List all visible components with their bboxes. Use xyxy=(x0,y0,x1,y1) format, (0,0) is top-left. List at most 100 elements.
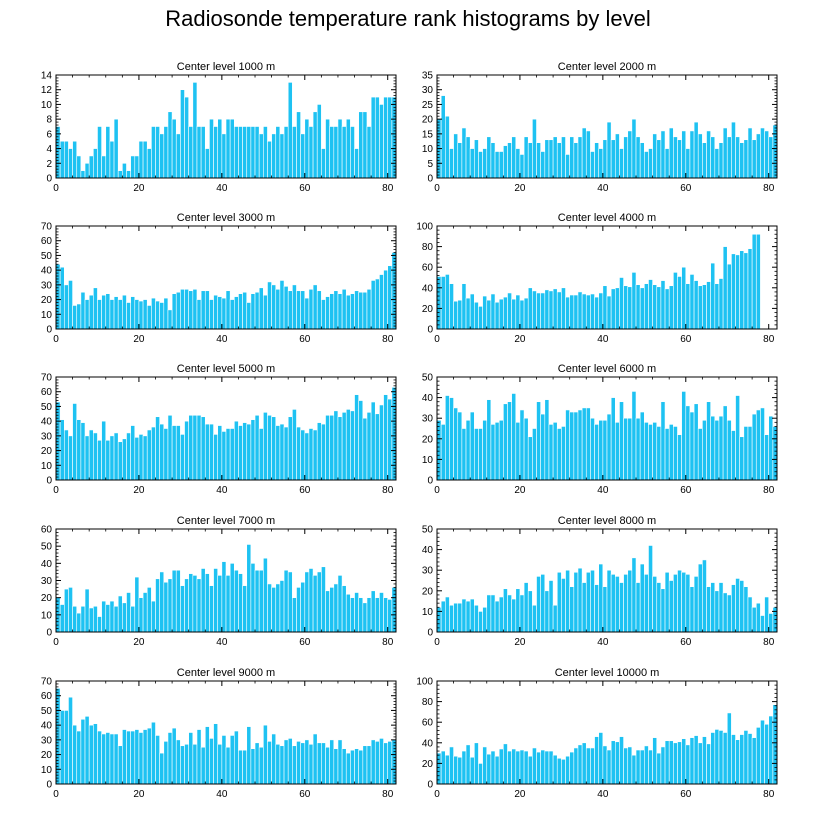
bar xyxy=(702,559,707,633)
bar xyxy=(292,597,297,633)
bar xyxy=(263,412,268,481)
bar xyxy=(292,126,297,179)
bar xyxy=(552,604,558,633)
bar xyxy=(548,580,554,633)
bar xyxy=(768,613,774,633)
bar xyxy=(764,723,770,785)
bar xyxy=(668,127,674,179)
bar xyxy=(196,299,202,330)
bar xyxy=(155,300,160,330)
bar xyxy=(482,606,488,633)
bar xyxy=(482,746,488,785)
bar xyxy=(159,752,165,785)
panel-2: Center level 2000 m 0 20 40 60 80 0 5 10 15 20 25 30… xyxy=(422,61,778,194)
bar xyxy=(561,136,566,179)
bar xyxy=(271,733,277,785)
bar xyxy=(213,568,219,633)
bar xyxy=(731,584,736,633)
bar xyxy=(685,744,691,785)
bar xyxy=(258,569,264,633)
bar xyxy=(321,148,326,179)
bar xyxy=(204,726,210,785)
bar xyxy=(577,744,583,785)
bar xyxy=(105,732,111,785)
bar xyxy=(72,724,78,785)
bar xyxy=(726,136,732,179)
bar xyxy=(606,569,612,633)
bar xyxy=(341,288,347,330)
bar xyxy=(623,747,629,785)
bar xyxy=(267,414,272,481)
bar xyxy=(126,432,131,481)
bar xyxy=(350,293,355,330)
bar xyxy=(635,749,641,785)
bar xyxy=(287,571,293,633)
bar xyxy=(93,723,98,785)
y-tick-label: 0 xyxy=(46,780,52,791)
x-tick-label: 0 xyxy=(53,485,59,496)
bar xyxy=(668,424,674,481)
bar xyxy=(598,419,604,481)
bar xyxy=(358,291,364,330)
y-tick-label: 80 xyxy=(422,242,434,253)
bar xyxy=(731,121,736,179)
bar xyxy=(644,745,649,785)
bar xyxy=(366,597,372,633)
x-tick-label: 0 xyxy=(434,789,440,800)
bar xyxy=(619,148,624,179)
bar xyxy=(238,425,243,481)
y-tick-label: 50 xyxy=(41,706,53,717)
y-tick-label: 50 xyxy=(41,251,53,262)
bar xyxy=(739,250,745,330)
bar xyxy=(498,419,504,481)
bar xyxy=(610,288,616,330)
bar xyxy=(739,580,745,633)
bar xyxy=(258,746,264,785)
bar xyxy=(213,723,219,785)
bar xyxy=(490,293,496,330)
panel-title: Center level 9000 m xyxy=(177,667,275,679)
bar xyxy=(498,748,504,785)
bar xyxy=(233,569,239,633)
bar xyxy=(97,730,102,785)
bar xyxy=(308,568,314,633)
bar xyxy=(275,288,281,330)
x-tick-label: 80 xyxy=(382,334,394,345)
bar xyxy=(706,743,711,785)
bar xyxy=(184,288,189,330)
bar xyxy=(217,743,223,785)
bar xyxy=(561,578,566,633)
bar xyxy=(126,592,131,633)
y-tick-label: 30 xyxy=(41,576,53,587)
bar xyxy=(465,419,471,481)
bar xyxy=(287,416,293,481)
bar xyxy=(594,584,600,633)
bar xyxy=(254,742,260,785)
bar xyxy=(142,729,148,785)
bar xyxy=(635,284,641,330)
y-tick-label: 100 xyxy=(416,677,433,688)
plot-frame xyxy=(436,225,778,330)
y-tick-label: 0 xyxy=(46,476,52,487)
bar xyxy=(283,426,289,481)
panel-title: Center level 5000 m xyxy=(177,363,275,375)
bar xyxy=(337,416,343,481)
bar xyxy=(362,602,368,633)
y-tick-label: 0 xyxy=(46,325,52,336)
bar xyxy=(457,142,463,179)
bar xyxy=(358,749,364,785)
bar xyxy=(656,286,662,330)
bar xyxy=(503,743,508,785)
y-tick-label: 0 xyxy=(427,325,433,336)
bar xyxy=(702,419,707,481)
bar xyxy=(109,600,115,633)
bar xyxy=(163,428,169,481)
bar xyxy=(155,578,160,633)
bar xyxy=(677,569,682,633)
bar xyxy=(581,582,587,633)
y-tick-label: 50 xyxy=(422,373,434,384)
bar xyxy=(697,563,703,633)
y-tick-label: 20 xyxy=(41,750,53,761)
bar xyxy=(209,738,214,785)
y-tick-label: 70 xyxy=(41,222,53,233)
